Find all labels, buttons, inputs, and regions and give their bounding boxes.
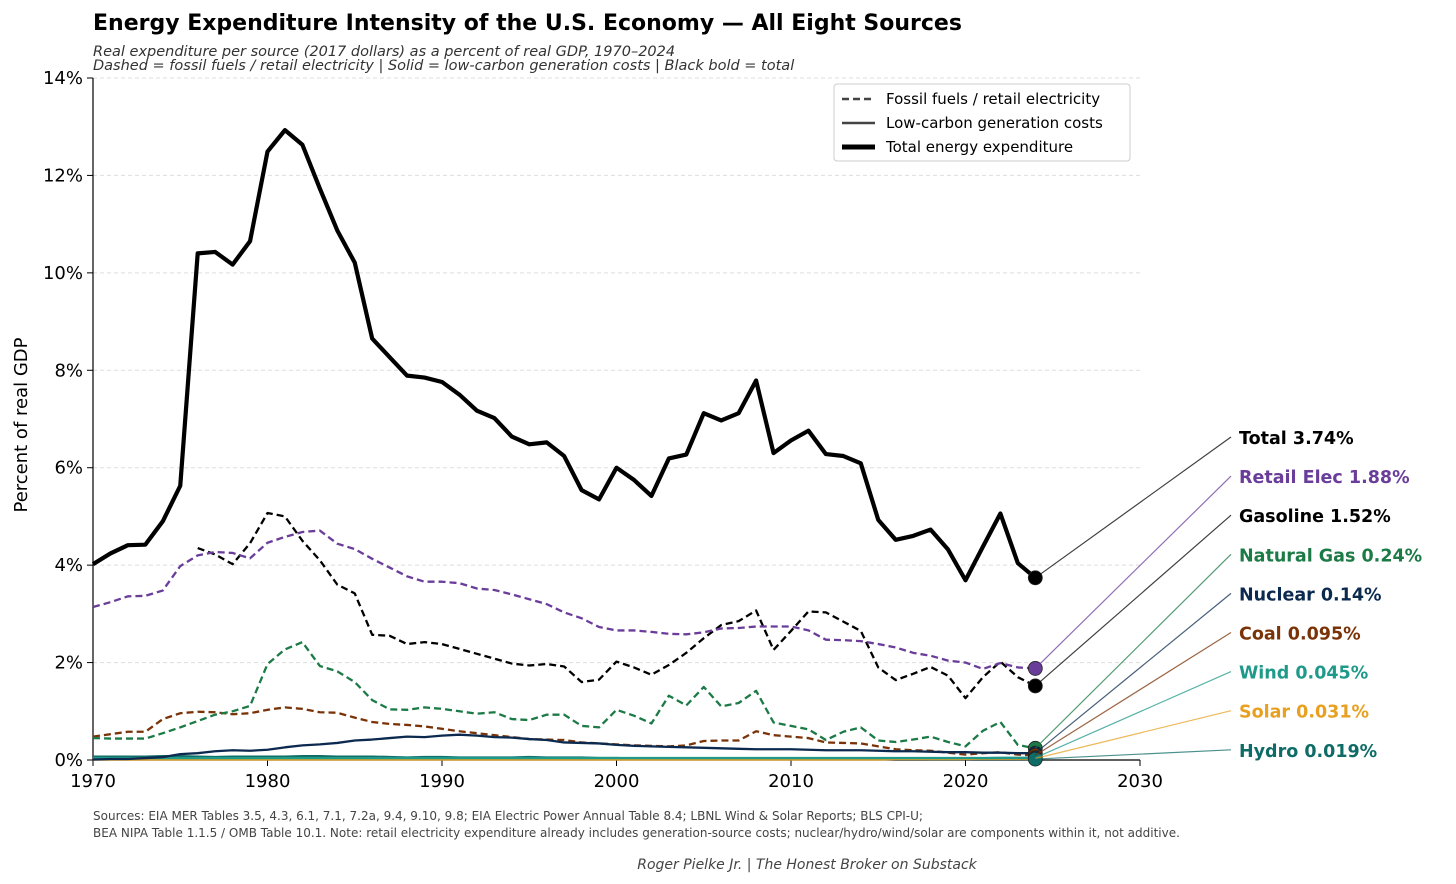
x-tick-label-1970: 1970: [70, 771, 116, 792]
leader-line-nuclear: [1034, 592, 1232, 754]
end-label-coal: Coal 0.095%: [1239, 625, 1361, 645]
chart-title: Energy Expenditure Intensity of the U.S.…: [93, 11, 962, 36]
leader-line-natural-gas: [1034, 553, 1232, 749]
leader-line-gasoline: [1034, 514, 1232, 687]
leader-line-wind: [1035, 671, 1232, 759]
y-axis-ticks: 0% 2% 4% 6% 8% 10% 12% 14%: [43, 68, 93, 771]
y-tick-label-4: 4%: [54, 555, 83, 576]
y-tick-label-10: 10%: [43, 263, 83, 284]
series-line-retail-elec: [92, 529, 1036, 671]
series-lines: [91, 128, 1037, 761]
end-label-solar: Solar 0.031%: [1239, 703, 1369, 723]
legend-box: [833, 83, 1131, 162]
y-tick-label-6: 6%: [54, 458, 83, 479]
end-label-nuclear: Nuclear 0.14%: [1239, 585, 1382, 605]
legend-label-dashed: Fossil fuels / retail electricity: [886, 90, 1100, 108]
y-tick-label-14: 14%: [43, 68, 83, 89]
y-tick-label-12: 12%: [43, 165, 83, 186]
x-tick-label-2020: 2020: [943, 771, 989, 792]
axes: [92, 78, 1140, 761]
y-tick-label-0: 0%: [54, 750, 83, 771]
leader-line-total: [1034, 436, 1232, 579]
y-tick-label-8: 8%: [54, 360, 83, 381]
author-credit: Roger Pielke Jr. | The Honest Broker on …: [637, 857, 977, 873]
y-tick-label-2: 2%: [54, 653, 83, 674]
legend-label-bold: Total energy expenditure: [885, 138, 1073, 156]
sources-line-2: BEA NIPA Table 1.1.5 / OMB Table 10.1. N…: [93, 826, 1180, 840]
series-line-total: [91, 128, 1037, 583]
x-tick-label-2010: 2010: [768, 771, 814, 792]
leader-line-coal: [1034, 631, 1232, 756]
end-label-wind: Wind 0.045%: [1239, 664, 1368, 684]
series-line-natural-gas: [92, 640, 1036, 750]
end-label-retail-elec: Retail Elec 1.88%: [1239, 468, 1410, 488]
series-line-nuclear: [92, 733, 1036, 761]
x-tick-label-1990: 1990: [419, 771, 465, 792]
end-label-gasoline: Gasoline 1.52%: [1239, 507, 1391, 527]
series-line-gasoline: [197, 511, 1036, 700]
end-label-total: Total 3.74%: [1239, 429, 1354, 449]
end-label-hydro: Hydro 0.019%: [1239, 742, 1377, 762]
series-line-solar: [93, 757, 1036, 761]
leader-line-retail-elec: [1034, 475, 1232, 669]
leader-line-hydro: [1035, 749, 1232, 760]
chart-subtitle-1: Real expenditure per source (2017 dollar…: [93, 44, 675, 60]
x-tick-label-2030: 2030: [1117, 771, 1163, 792]
series-line-coal: [92, 706, 1036, 757]
chart-subtitle-2: Dashed = fossil fuels / retail electrici…: [93, 58, 794, 74]
x-tick-label-1980: 1980: [245, 771, 291, 792]
label-leader-lines: [1034, 436, 1232, 760]
series-endpoints: [1027, 570, 1043, 767]
x-tick-label-2000: 2000: [594, 771, 640, 792]
legend: Fossil fuels / retail electricity Low-ca…: [833, 83, 1131, 162]
leader-line-solar: [1035, 710, 1232, 760]
grid-lines: [93, 77, 1140, 664]
legend-label-solid: Low-carbon generation costs: [886, 114, 1103, 132]
end-labels: Total 3.74% Retail Elec 1.88% Gasoline 1.5…: [1239, 429, 1422, 762]
y-axis-label: Percent of real GDP: [11, 337, 32, 512]
sources-line-1: Sources: EIA MER Tables 3.5, 4.3, 6.1, 7…: [93, 809, 923, 823]
x-axis-ticks: 1970 1980 1990 2000 2010 2020 2030: [70, 760, 1163, 792]
end-label-natural-gas: Natural Gas 0.24%: [1239, 546, 1422, 566]
